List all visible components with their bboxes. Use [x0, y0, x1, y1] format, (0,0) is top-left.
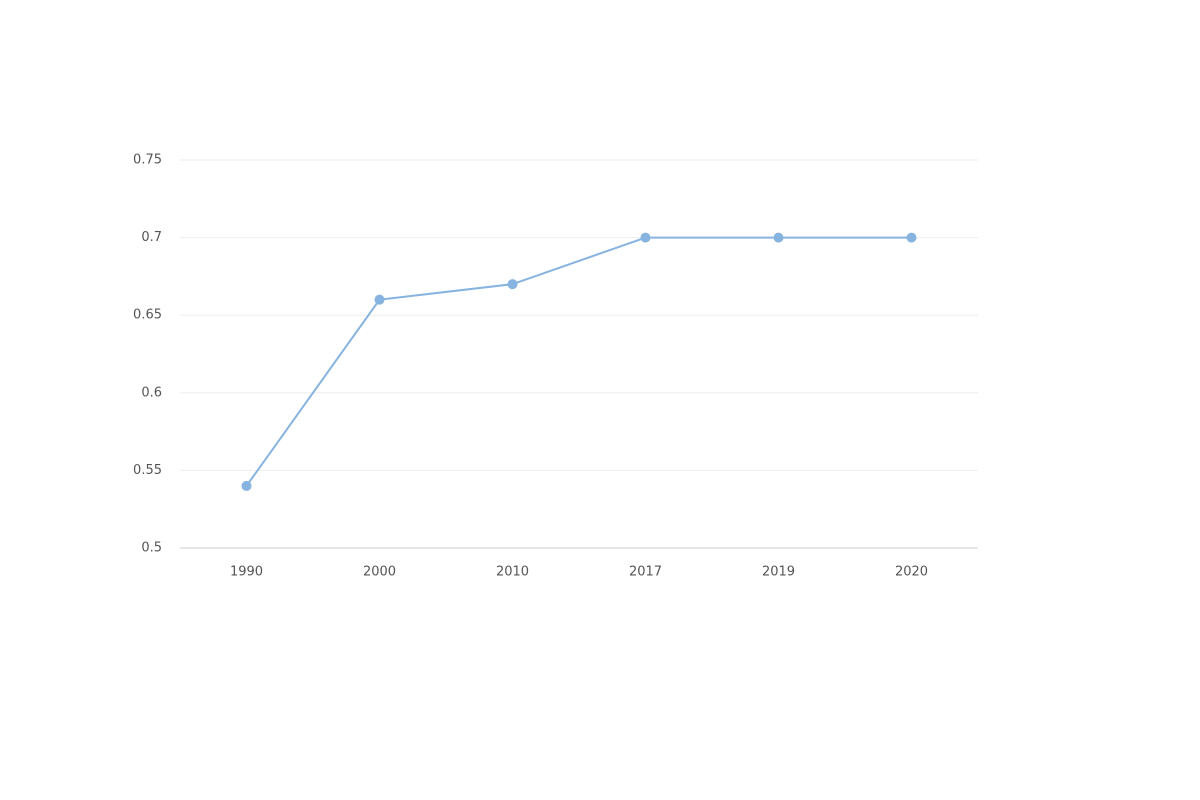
- data-line: [245, 236, 912, 487]
- x-tick-label: 2019: [762, 565, 795, 580]
- y-tick-label: 0.65: [133, 308, 162, 323]
- data-point: [640, 232, 651, 243]
- x-tick-label: 2000: [363, 565, 396, 580]
- x-tick-label: 2017: [629, 565, 662, 580]
- data-point: [507, 279, 518, 290]
- data-point: [241, 480, 252, 491]
- y-tick-label: 0.7: [141, 230, 162, 245]
- x-tick-label: 2010: [496, 565, 529, 580]
- data-point: [773, 232, 784, 243]
- data-point: [374, 294, 385, 305]
- y-tick-label: 0.75: [133, 153, 162, 168]
- y-tick-label: 0.5: [141, 541, 162, 556]
- y-tick-label: 0.55: [133, 463, 162, 478]
- x-tick-label: 1990: [230, 565, 263, 580]
- y-tick-label: 0.6: [141, 385, 162, 400]
- x-tick-label: 2020: [895, 565, 928, 580]
- data-point: [906, 232, 917, 243]
